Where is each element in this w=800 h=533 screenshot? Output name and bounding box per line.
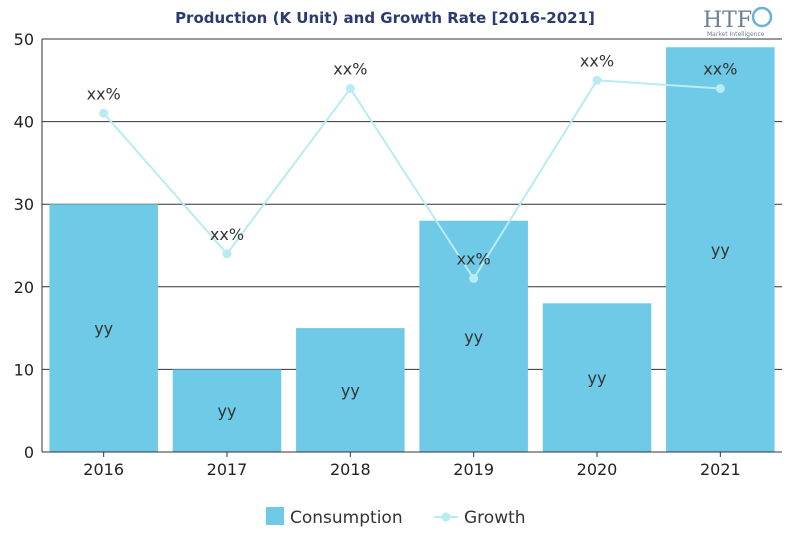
x-axis: 2016 2017 2018 2019 2020 2021 <box>41 39 782 479</box>
logo-text: HTF <box>703 8 752 33</box>
growth-data-label: xx% <box>580 51 614 70</box>
consumption-data-label: yy <box>711 241 730 260</box>
y-tick-label: 20 <box>14 278 34 297</box>
growth-point <box>222 249 232 259</box>
growth-point <box>715 84 725 94</box>
chart-title: Production (K Unit) and Growth Rate [201… <box>175 9 595 27</box>
consumption-labels: yy yy yy yy yy yy <box>94 241 730 421</box>
x-tick-label: 2018 <box>330 460 371 479</box>
growth-series-line <box>102 79 721 281</box>
consumption-bar <box>296 328 405 452</box>
consumption-bar <box>419 220 528 452</box>
consumption-bars <box>49 47 775 452</box>
consumption-bar <box>542 303 652 452</box>
htf-logo: HTF Market Intelligence <box>703 6 773 38</box>
consumption-bar <box>666 47 775 452</box>
x-tick-label: 2020 <box>577 460 618 479</box>
y-tick-label: 50 <box>14 30 34 49</box>
x-tick-label: 2019 <box>453 460 494 479</box>
consumption-data-label: yy <box>94 319 113 338</box>
legend-consumption-swatch <box>266 507 284 525</box>
growth-point <box>99 108 109 118</box>
legend-growth-label: Growth <box>464 508 526 528</box>
growth-data-label: xx% <box>210 225 244 244</box>
logo-subtitle: Market Intelligence <box>707 31 765 38</box>
growth-data-label: xx% <box>457 250 491 269</box>
y-tick-label: 0 <box>24 443 34 462</box>
consumption-data-label: yy <box>218 402 237 421</box>
y-axis-ticks: 0 10 20 30 40 50 <box>14 30 34 462</box>
growth-labels: xx% xx% xx% xx% xx% xx% <box>87 51 738 268</box>
growth-data-label: xx% <box>333 60 367 79</box>
y-tick-label: 10 <box>14 360 34 379</box>
x-tick-label: 2016 <box>83 460 124 479</box>
consumption-data-label: yy <box>341 381 360 400</box>
legend-growth-marker <box>441 512 451 522</box>
consumption-bar <box>172 369 282 452</box>
legend-consumption-label: Consumption <box>290 508 403 528</box>
x-tick-label: 2021 <box>700 460 741 479</box>
consumption-bar <box>49 204 158 452</box>
gridlines <box>42 38 782 370</box>
growth-line <box>99 75 725 284</box>
consumption-data-label: yy <box>588 369 607 388</box>
growth-data-label: xx% <box>703 60 737 79</box>
growth-point <box>345 84 355 94</box>
legend: Consumption Growth <box>266 507 526 528</box>
logo-ring <box>751 6 773 28</box>
growth-point <box>469 274 479 284</box>
growth-data-label: xx% <box>87 84 121 103</box>
y-tick-label: 40 <box>14 113 34 132</box>
x-tick-label: 2017 <box>207 460 248 479</box>
consumption-data-label: yy <box>464 327 483 346</box>
growth-point <box>592 75 602 85</box>
y-tick-label: 30 <box>14 195 34 214</box>
